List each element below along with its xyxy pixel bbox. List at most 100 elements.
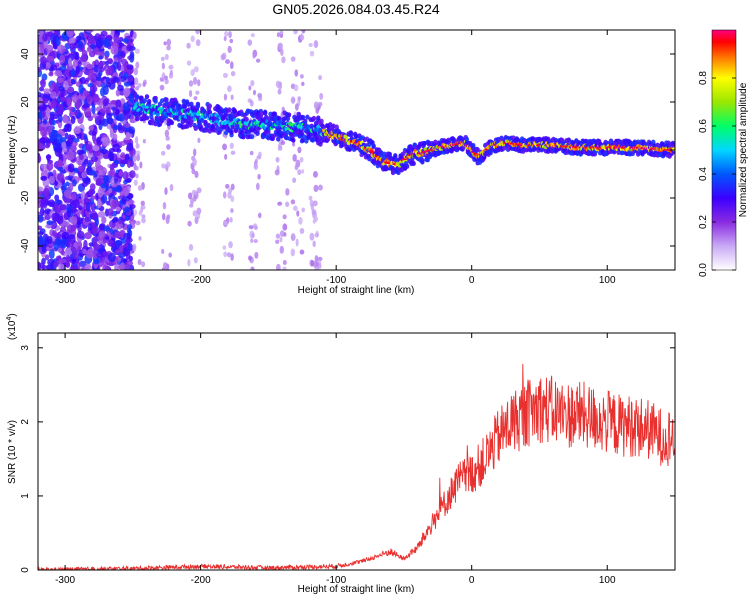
spectrogram-noise-blob bbox=[127, 242, 133, 252]
spectrogram-noise-blob bbox=[86, 63, 94, 70]
spectrogram-noise-blob bbox=[121, 38, 130, 43]
snr-ytick-label: 1 bbox=[20, 493, 31, 499]
spectrogram-streak-blob bbox=[162, 201, 167, 210]
spectrogram-noise-blob bbox=[41, 110, 46, 118]
spectrogram-noise-blob bbox=[128, 255, 133, 262]
colorbar-label: Normalized spectral amplitude bbox=[738, 82, 749, 217]
spectrogram-noise-blob bbox=[68, 37, 76, 44]
spectrogram-noise-blob bbox=[74, 198, 80, 203]
spectrogram-streak-blob bbox=[226, 252, 232, 258]
spectrogram-noise-blob bbox=[42, 119, 48, 125]
spectrogram-noise-blob bbox=[59, 54, 66, 64]
spectrogram-streak-blob bbox=[196, 79, 201, 87]
spectrogram-streak-blob bbox=[142, 138, 147, 144]
spectrogram-noise-blob bbox=[76, 149, 85, 156]
snr-panel: -300 -200 -100 0 100 0 1 2 3 Height of straight … bbox=[6, 313, 676, 595]
spectrogram-streak-blob bbox=[193, 148, 197, 157]
spectrogram-ridge-halo bbox=[266, 129, 271, 135]
spectrogram-streak-blob bbox=[135, 61, 140, 69]
spectrogram-noise-blob bbox=[73, 51, 78, 60]
spectrogram-noise-blob bbox=[92, 236, 98, 246]
spectrogram-noise-blob bbox=[71, 179, 77, 187]
spectrogram-streak-blob bbox=[274, 169, 280, 176]
spectrogram-streak-blob bbox=[275, 239, 280, 245]
colorbar-tick-label: 0.8 bbox=[698, 71, 709, 85]
spectrogram-noise-blob bbox=[78, 205, 83, 210]
spectrogram-streak-blob bbox=[292, 177, 297, 183]
spectrogram-noise-blob bbox=[54, 237, 63, 246]
spectrogram-streak-blob bbox=[297, 146, 302, 154]
spectrogram-streak-blob bbox=[138, 236, 142, 241]
spectrogram-streak-blob bbox=[229, 142, 234, 149]
spectrogram-streak-blob bbox=[134, 86, 140, 91]
spectrogram-noise-blob bbox=[101, 194, 108, 204]
spectrogram-streak-blob bbox=[317, 184, 323, 191]
spectrogram-ytick-label: 20 bbox=[20, 96, 31, 108]
spectrogram-noise-blob bbox=[59, 204, 67, 211]
spectrogram-noise-blob bbox=[38, 96, 44, 106]
spectrogram-noise-blob bbox=[123, 87, 131, 97]
spectrogram-streak-blob bbox=[132, 243, 137, 252]
spectrogram-streak-blob bbox=[313, 184, 319, 193]
spectrogram-noise-blob bbox=[69, 198, 74, 205]
spectrogram-noise-blob bbox=[121, 195, 127, 205]
spectrogram-streak-blob bbox=[290, 56, 296, 62]
spectrogram-streak-blob bbox=[290, 233, 296, 242]
spectrogram-streak-blob bbox=[280, 48, 284, 56]
spectrogram-noise-blob bbox=[59, 96, 68, 102]
spectrogram-noise-blob bbox=[93, 173, 98, 178]
spectrogram-noise-blob bbox=[106, 117, 114, 125]
spectrogram-ridge-halo bbox=[420, 159, 425, 165]
spectrogram-noise-blob bbox=[119, 98, 125, 104]
spectrogram-streak-blob bbox=[275, 263, 281, 270]
spectrogram-xlabel: Height of straight line (km) bbox=[298, 285, 415, 296]
spectrogram-streak-blob bbox=[313, 40, 319, 48]
spectrogram-noise-blob bbox=[91, 213, 98, 221]
spectrogram-streak-blob bbox=[190, 197, 194, 205]
spectrogram-streak-blob bbox=[160, 150, 166, 156]
spectrogram-noise-blob bbox=[79, 260, 87, 268]
spectrogram-noise-blob bbox=[64, 247, 73, 256]
spectrogram-ridge-halo bbox=[635, 139, 641, 145]
spectrogram-streak-blob bbox=[292, 153, 297, 162]
spectrogram-noise-blob bbox=[70, 246, 77, 253]
spectrogram-ridge-halo bbox=[169, 120, 175, 126]
spectrogram-noise-blob bbox=[109, 167, 116, 178]
spectrogram-streak-blob bbox=[293, 205, 298, 211]
spectrogram-noise-blob bbox=[58, 258, 67, 264]
spectrogram-noise-blob bbox=[66, 156, 73, 161]
spectrogram-streak-blob bbox=[187, 259, 191, 267]
spectrogram-noise-blob bbox=[73, 168, 80, 174]
spectrogram-noise-blob bbox=[124, 81, 131, 87]
spectrogram-ridge-halo bbox=[164, 97, 169, 103]
spectrogram-ridge-halo bbox=[404, 163, 410, 169]
spectrogram-streak-blob bbox=[223, 93, 228, 101]
spectrogram-streak-blob bbox=[257, 173, 261, 180]
snr-multiplier-close: ) bbox=[7, 313, 18, 316]
spectrogram-noise-blob bbox=[70, 115, 76, 124]
spectrogram-streak-blob bbox=[197, 137, 201, 143]
spectrogram-noise-blob bbox=[104, 55, 109, 61]
spectrogram-noise-blob bbox=[60, 250, 65, 256]
spectrogram-streak-blob bbox=[166, 144, 171, 150]
spectrogram-noise-blob bbox=[63, 221, 69, 227]
snr-marks bbox=[38, 363, 675, 570]
spectrogram-streak-blob bbox=[294, 69, 299, 77]
spectrogram-noise-blob bbox=[84, 216, 90, 222]
spectrogram-noise-blob bbox=[122, 171, 129, 180]
spectrogram-noise-blob bbox=[90, 202, 97, 212]
spectrogram-noise-blob bbox=[118, 171, 124, 177]
spectrogram-streak-blob bbox=[318, 74, 323, 81]
spectrogram-noise-blob bbox=[59, 104, 64, 112]
spectrogram-noise-blob bbox=[81, 181, 88, 187]
spectrogram-streak-blob bbox=[164, 75, 168, 81]
spectrogram-streak-blob bbox=[220, 53, 226, 61]
spectrogram-noise-blob bbox=[119, 160, 128, 165]
spectrogram-streak-blob bbox=[159, 84, 165, 91]
spectrogram-noise-blob bbox=[77, 60, 82, 67]
spectrogram-streak-blob bbox=[290, 199, 296, 205]
spectrogram-noise-blob bbox=[91, 249, 99, 259]
spectrogram-noise-blob bbox=[71, 93, 79, 104]
spectrogram-noise-blob bbox=[127, 75, 133, 83]
spectrogram-noise-blob bbox=[125, 131, 131, 140]
